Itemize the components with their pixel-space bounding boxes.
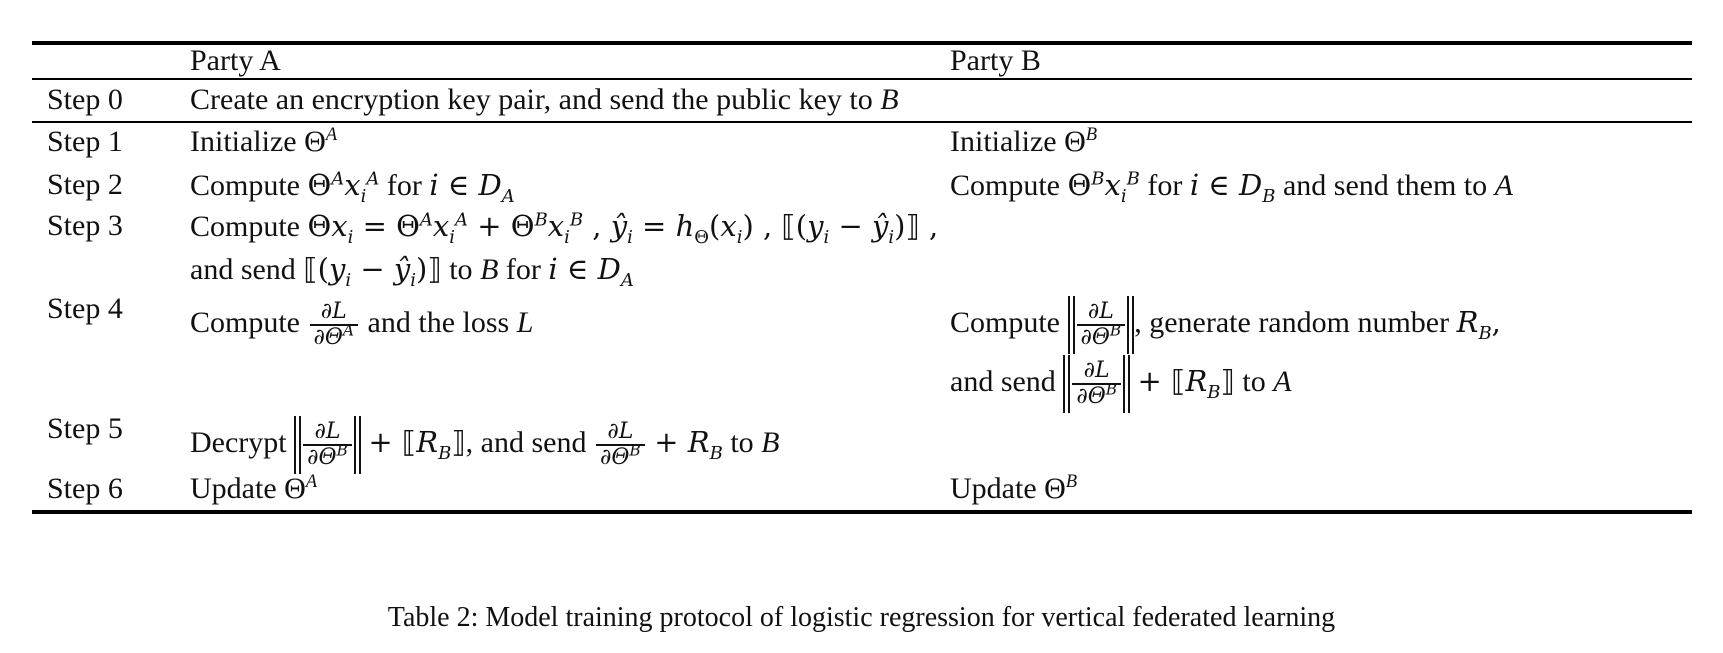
formula: Θxi = ΘAxiA + ΘBxiB , ŷi = hΘ(xi) , ⟦(yi… <box>307 209 939 248</box>
formula: ⟦(yi − ŷi)⟧ <box>303 252 442 291</box>
header-party-a: Party A <box>190 44 281 77</box>
step2-party-b: Compute ΘBxiB for i ∈ DB and send them t… <box>950 168 1513 207</box>
formula: + ⟦RB⟧ <box>368 424 466 464</box>
step1-party-a: Initialize ΘA <box>190 124 338 158</box>
step-label: Step 6 <box>47 472 123 505</box>
step-label: Step 0 <box>47 83 123 116</box>
formula: + RB <box>654 424 723 464</box>
step5-party-a: Decrypt ∂L ∂ΘB + ⟦RB⟧, and send ∂L ∂ΘB + R… <box>190 416 780 474</box>
step6-party-b: Update ΘB <box>950 471 1078 505</box>
step1-party-b: Initialize ΘB <box>950 124 1098 158</box>
step2-party-a: Compute ΘAxiA for i ∈ DA <box>190 168 515 207</box>
encrypted-bracket: ∂L ∂ΘB <box>294 416 361 474</box>
step4-party-b-line1: Compute ∂L ∂ΘB, generate random number RB… <box>950 296 1501 354</box>
formula: RB, <box>1456 304 1501 344</box>
step-label: Step 1 <box>47 125 123 158</box>
step6-party-a: Update ΘA <box>190 471 318 505</box>
top-rule <box>32 41 1692 45</box>
table-caption: Table 2: Model training protocol of logi… <box>387 602 1336 633</box>
formula: ΘBxiB <box>1067 168 1140 207</box>
fraction: ∂L ∂ΘB <box>1072 359 1122 409</box>
step-label: Step 2 <box>47 168 123 201</box>
formula: i ∈ DB <box>1189 168 1276 207</box>
step-label: Step 4 <box>47 292 123 325</box>
formula: i ∈ DA <box>548 252 634 291</box>
encrypted-bracket: ∂L ∂ΘB <box>1063 355 1130 413</box>
step-label: Step 5 <box>47 412 123 445</box>
fraction: ∂L ∂ΘB <box>303 420 352 470</box>
formula: i ∈ DA <box>429 168 515 207</box>
formula: ΘAxiA <box>307 168 380 207</box>
header-party-b: Party B <box>950 44 1041 77</box>
fraction: ∂L ∂ΘA <box>309 300 359 350</box>
header-rule <box>32 78 1692 80</box>
step4-party-a: Compute ∂L ∂ΘA and the loss L <box>190 299 534 350</box>
fraction: ∂L ∂ΘB <box>1076 300 1126 350</box>
formula: + ⟦RB⟧ <box>1137 363 1235 403</box>
step3-party-a-line2: and send ⟦(yi − ŷi)⟧ to B for i ∈ DA <box>190 252 634 291</box>
step4-party-b-line2: and send ∂L ∂ΘB + ⟦RB⟧ to A <box>950 355 1292 413</box>
step3-party-a-line1: Compute Θxi = ΘAxiA + ΘBxiB , ŷi = hΘ(xi… <box>190 209 939 248</box>
step0-party-a: Create an encryption key pair, and send … <box>190 83 899 116</box>
bottom-rule <box>32 510 1692 514</box>
step0-rule <box>32 121 1692 123</box>
encrypted-bracket: ∂L ∂ΘB <box>1067 296 1135 354</box>
step-label: Step 3 <box>47 209 123 242</box>
fraction: ∂L ∂ΘB <box>595 420 645 470</box>
